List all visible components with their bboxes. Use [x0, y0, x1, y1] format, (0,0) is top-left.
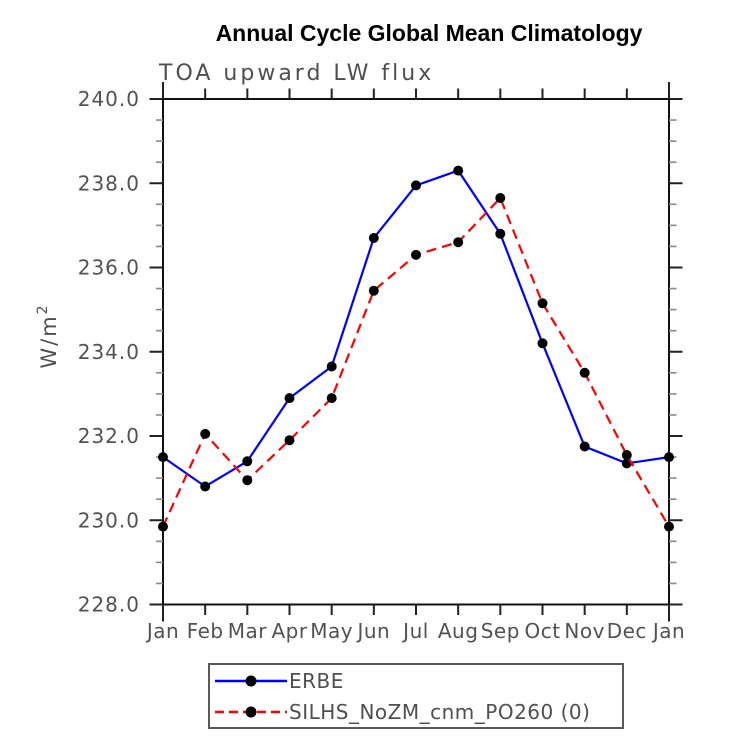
x-tick-label: Jun: [355, 619, 390, 643]
chart-title: Annual Cycle Global Mean Climatology: [216, 20, 643, 46]
data-point-marker: [621, 450, 632, 460]
data-point-marker: [284, 435, 295, 446]
data-point-marker: [368, 233, 379, 243]
legend-label-erbe: ERBE: [289, 668, 344, 693]
chart-subtitle: TOA upward LW flux: [158, 61, 434, 86]
data-point-marker: [495, 193, 506, 203]
y-tick-label: 236.0: [78, 256, 140, 280]
series-line-silhs: [161, 196, 670, 528]
x-tick-label: Jan: [145, 619, 179, 643]
x-tick-labels: Jan Feb Mar Apr May Jun Jul Aug Sep Oct Nov Dec Jan: [145, 619, 685, 643]
x-tick-label: Jan: [651, 619, 685, 643]
x-tick-label: Oct: [524, 619, 560, 643]
data-point-marker: [326, 361, 337, 372]
legend-line-erbe-sample: [215, 675, 287, 686]
data-point-marker: [579, 367, 590, 378]
data-point-marker: [537, 298, 548, 309]
x-tick-label: May: [310, 619, 353, 643]
x-tick-label: Nov: [564, 619, 605, 643]
y-major-ticks: [149, 98, 683, 606]
x-ticks: [162, 82, 670, 622]
data-point-marker: [664, 521, 674, 532]
data-point-marker: [664, 452, 674, 463]
x-tick-label: Dec: [607, 619, 647, 643]
x-tick-label: Mar: [228, 619, 268, 643]
y-axis-label: W/m2: [35, 303, 61, 368]
x-tick-label: Aug: [438, 619, 479, 643]
data-point-marker: [200, 481, 211, 492]
legend-entry-silhs: SILHS_NoZM_cnm_PO260 (0): [213, 699, 622, 725]
data-point-marker: [200, 428, 211, 439]
x-tick-label: Jul: [401, 619, 429, 643]
data-point-marker: [242, 475, 253, 486]
y-tick-label: 230.0: [78, 508, 140, 532]
legend-box: ERBE SILHS_NoZM_cnm_PO260 (0): [208, 663, 624, 729]
series-markers-silhs: [158, 193, 674, 532]
data-point-marker: [411, 180, 421, 191]
y-tick-labels: 240.0 238.0 236.0 234.0 232.0 230.0 228.0: [78, 87, 140, 617]
x-tick-label: Sep: [481, 619, 520, 643]
y-tick-label: 232.0: [78, 424, 140, 448]
data-point-marker: [411, 249, 421, 260]
series-markers-erbe: [158, 165, 674, 492]
data-point-marker: [326, 393, 337, 404]
plot-frame: [162, 98, 670, 606]
legend-entry-erbe: ERBE: [213, 668, 622, 694]
data-point-marker: [453, 237, 464, 248]
data-point-marker: [158, 452, 168, 463]
x-tick-label: Apr: [271, 619, 307, 643]
data-point-marker: [453, 165, 464, 176]
y-tick-label: 234.0: [78, 340, 140, 364]
y-tick-label: 238.0: [78, 171, 140, 195]
data-point-marker: [284, 393, 295, 404]
legend-marker-silhs: [245, 706, 257, 717]
y-tick-label: 228.0: [78, 593, 140, 617]
y-tick-label: 240.0: [78, 87, 140, 111]
data-point-marker: [537, 338, 548, 349]
legend-line-silhs-sample: [215, 706, 287, 717]
x-tick-label: Feb: [187, 619, 224, 643]
legend-marker-erbe: [245, 675, 257, 686]
data-point-marker: [495, 228, 506, 239]
series-line-erbe: [162, 169, 670, 488]
data-point-marker: [368, 285, 379, 296]
legend-label-silhs: SILHS_NoZM_cnm_PO260 (0): [289, 699, 591, 724]
data-point-marker: [242, 456, 253, 467]
data-point-marker: [158, 521, 168, 532]
data-point-marker: [579, 441, 590, 452]
